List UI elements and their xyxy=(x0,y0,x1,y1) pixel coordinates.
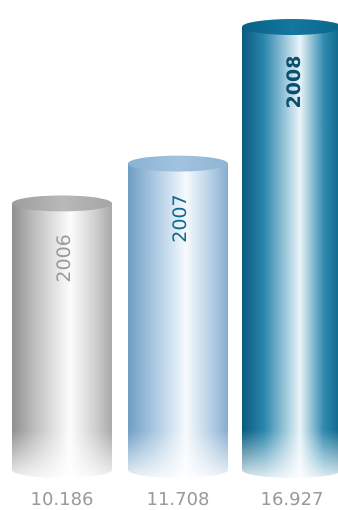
cylinder-bar-2007: 2007 xyxy=(128,155,228,479)
cylinder-cap-2008 xyxy=(242,18,338,35)
cylinder-base-fade-2008 xyxy=(242,430,338,478)
cylinder-bar-2008: 2008 xyxy=(242,18,338,478)
value-label-2007: 11.708 xyxy=(147,489,210,510)
cylinder-bar-2006: 2006 xyxy=(12,195,112,478)
labels-layer: 10.186 11.708 16.927 xyxy=(31,489,324,510)
year-label-2006: 2006 xyxy=(53,234,75,282)
cylinder-body-2007 xyxy=(128,163,228,479)
value-label-2006: 10.186 xyxy=(31,489,94,510)
cylinder-body-2008 xyxy=(242,26,338,478)
bars-layer: 2006 2007 2008 xyxy=(12,18,338,479)
year-label-2007: 2007 xyxy=(169,194,191,242)
cylinder-base-fade-2007 xyxy=(128,430,228,478)
cylinder-cap-2007 xyxy=(128,155,228,172)
year-label-2008: 2008 xyxy=(283,56,305,109)
cylinder-base-fade-2006 xyxy=(12,430,112,478)
cylinder-cap-2006 xyxy=(12,195,112,212)
cylinder-body-2006 xyxy=(12,203,112,478)
value-label-2008: 16.927 xyxy=(261,489,324,510)
